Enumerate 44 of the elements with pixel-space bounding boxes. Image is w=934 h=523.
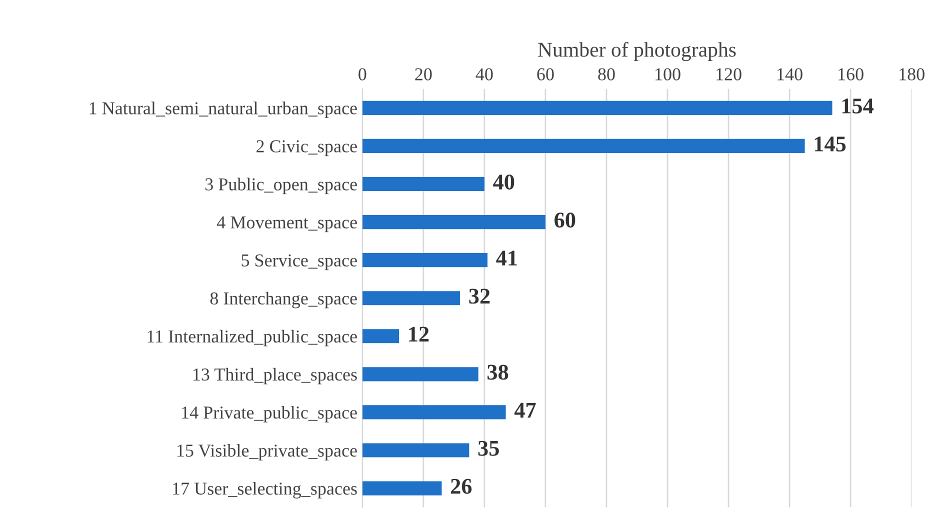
y-tick-label: 11 Internalized_public_space xyxy=(148,330,357,346)
y-tick-label: 8 Interchange_space xyxy=(210,292,357,308)
data-label: 12 xyxy=(409,326,429,342)
data-label: 60 xyxy=(554,212,576,228)
data-label: 154 xyxy=(842,98,874,114)
data-label: 40 xyxy=(493,174,514,190)
y-tick-label: 4 Movement_space xyxy=(216,216,357,232)
bar xyxy=(362,100,832,115)
y-tick-label: 2 Civic_space xyxy=(256,140,357,156)
y-tick-label: 15 Visible_private_space xyxy=(178,444,357,460)
bar xyxy=(362,329,400,344)
data-label: 41 xyxy=(496,250,517,266)
y-tick-label: 3 Public_open_space xyxy=(205,178,357,194)
x-tick-label: 140 xyxy=(778,68,802,80)
x-tick-label: 60 xyxy=(537,68,554,80)
x-tick-label: 100 xyxy=(656,68,680,80)
data-label: 35 xyxy=(478,440,499,456)
x-tick-label: 160 xyxy=(838,68,864,80)
bar xyxy=(362,176,484,192)
data-label: 145 xyxy=(814,136,846,152)
x-tick-label: 180 xyxy=(900,68,924,80)
bar xyxy=(362,291,460,306)
y-tick-label: 17 User_selecting_spaces xyxy=(173,482,357,498)
bar xyxy=(362,443,470,458)
x-tick-label: 40 xyxy=(476,68,493,80)
y-tick-label: 5 Service_space xyxy=(242,254,357,270)
bar xyxy=(362,405,506,420)
data-label: 38 xyxy=(488,364,508,380)
bar xyxy=(362,253,488,268)
x-tick-label: 80 xyxy=(598,68,615,80)
data-label: 26 xyxy=(450,478,472,494)
data-label: 47 xyxy=(514,402,536,418)
y-tick-label: 14 Private_public_space xyxy=(182,406,357,422)
bar xyxy=(362,215,546,230)
bar xyxy=(362,138,805,153)
bar xyxy=(362,481,442,496)
x-tick-label: 20 xyxy=(415,68,432,80)
x-tick-label: 0 xyxy=(358,68,366,80)
y-tick-label: 13 Third_place_spaces xyxy=(193,368,357,384)
y-tick-label: 1 Natural_semi_natural_urban_space xyxy=(90,102,357,118)
data-label: 32 xyxy=(469,288,490,304)
x-axis-title: Number of photographs xyxy=(538,42,736,62)
x-tick-label: 120 xyxy=(716,68,742,80)
bar xyxy=(362,367,478,382)
